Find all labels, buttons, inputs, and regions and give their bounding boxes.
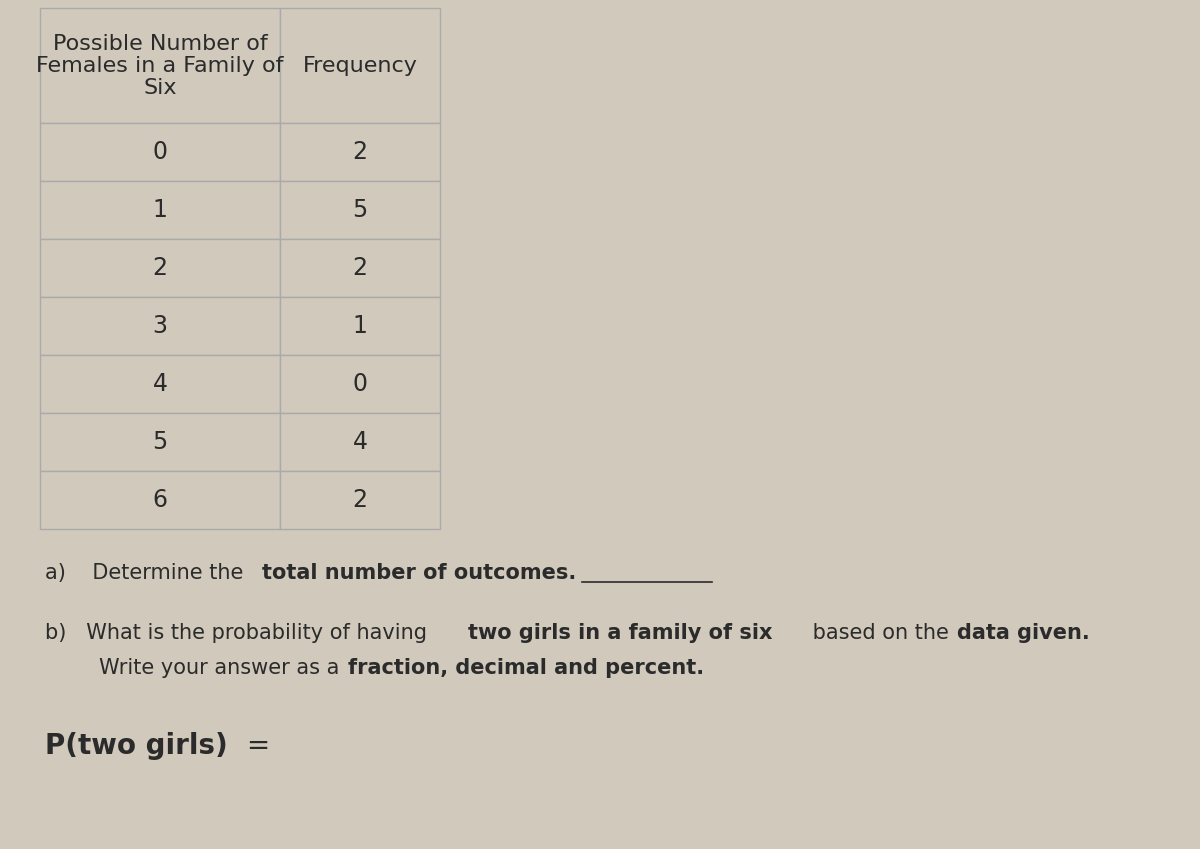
Text: data given.: data given.	[958, 623, 1091, 643]
Bar	[40, 413, 280, 471]
Bar	[40, 239, 280, 297]
Bar	[40, 471, 280, 529]
Text: 0: 0	[152, 140, 168, 164]
Text: 2: 2	[353, 140, 367, 164]
Bar	[280, 413, 440, 471]
Text: total number of outcomes.: total number of outcomes.	[262, 563, 576, 583]
Bar	[280, 181, 440, 239]
Bar	[40, 355, 280, 413]
Text: 6: 6	[152, 488, 168, 512]
Text: 1: 1	[353, 314, 367, 338]
Bar	[280, 123, 440, 181]
Text: based on the: based on the	[806, 623, 955, 643]
Text: P(two girls): P(two girls)	[46, 732, 228, 760]
Bar	[40, 297, 280, 355]
Text: 5: 5	[152, 430, 168, 454]
Text: 2: 2	[353, 488, 367, 512]
Bar	[40, 8, 280, 123]
Bar	[40, 123, 280, 181]
Bar	[280, 239, 440, 297]
Text: fraction, decimal and percent.: fraction, decimal and percent.	[348, 658, 704, 678]
Text: Frequency: Frequency	[302, 55, 418, 76]
Text: Possible Number of: Possible Number of	[53, 33, 268, 53]
Bar	[280, 471, 440, 529]
Bar	[40, 181, 280, 239]
Text: 4: 4	[353, 430, 367, 454]
Text: =: =	[239, 732, 270, 760]
Text: 2: 2	[152, 256, 168, 280]
Text: 5: 5	[353, 198, 367, 222]
Text: Six: Six	[143, 77, 176, 98]
Text: 4: 4	[152, 372, 168, 396]
Text: 1: 1	[152, 198, 168, 222]
Text: two girls in a family of six: two girls in a family of six	[468, 623, 772, 643]
Bar	[280, 355, 440, 413]
Bar	[280, 297, 440, 355]
Text: b)   What is the probability of having: b) What is the probability of having	[46, 623, 433, 643]
Bar	[280, 8, 440, 123]
Text: Females in a Family of: Females in a Family of	[36, 55, 283, 76]
Text: Write your answer as a: Write your answer as a	[100, 658, 346, 678]
Text: 2: 2	[353, 256, 367, 280]
Text: a)    Determine the: a) Determine the	[46, 563, 250, 583]
Text: 3: 3	[152, 314, 168, 338]
Text: 0: 0	[353, 372, 367, 396]
